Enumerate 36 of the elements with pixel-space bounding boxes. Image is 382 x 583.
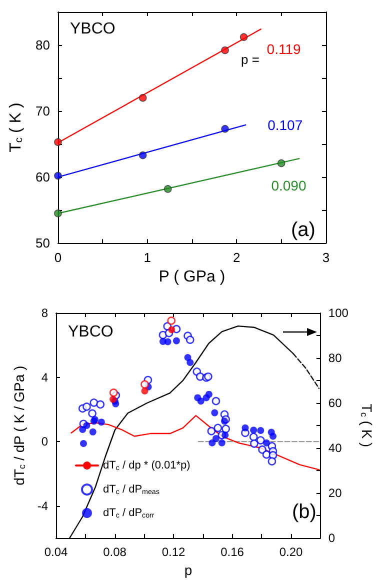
x-axis-title: p [184,562,192,578]
y-tick-label: 8 [41,306,48,320]
annotation: (b) [292,501,316,523]
x-tick-label: 2 [233,250,240,266]
y-tick-label: -4 [37,498,48,513]
y-tick-label: 0 [41,434,48,449]
y2-tick-label: 0 [328,531,336,545]
y-tick-label: 4 [41,370,48,384]
annotation: YBCO [68,324,114,340]
x-tick-label: 3 [322,250,330,266]
x-tick-label: 0 [54,250,62,266]
y-tick-label: 60 [35,170,50,185]
y2-tick-label: 40 [328,441,342,455]
x-axis-title: P ( GPa ) [158,268,226,286]
x-tick-label: 1 [144,250,151,266]
y-tick-label: 50 [35,236,50,251]
annotation: (a) [291,219,316,241]
series-label: 0.090 [271,178,306,194]
y2-tick-label: 80 [328,351,342,365]
y2-tick-label: 60 [328,396,342,410]
x-tick-label: 0.16 [220,545,244,559]
y2-axis-title: Tc ( K ) [358,404,375,448]
annotation: p = [241,52,260,67]
series-label: 0.119 [266,41,301,58]
x-tick-label: 0.12 [162,545,186,559]
x-tick-label: 0.20 [279,545,304,559]
annotation: YBCO [70,20,116,38]
y-axis-title: Tc ( K ) [8,102,26,152]
y-tick-label: 80 [35,38,50,53]
y-tick-label: 70 [35,104,50,119]
y2-tick-label: 20 [328,486,342,500]
x-tick-label: 0.04 [44,545,68,559]
x-tick-label: 0.08 [103,545,127,559]
series-label: 0.107 [268,116,303,133]
y-axis-title: dTc / dP ( K / GPa ) [10,366,27,486]
y2-tick-label: 100 [328,306,349,320]
